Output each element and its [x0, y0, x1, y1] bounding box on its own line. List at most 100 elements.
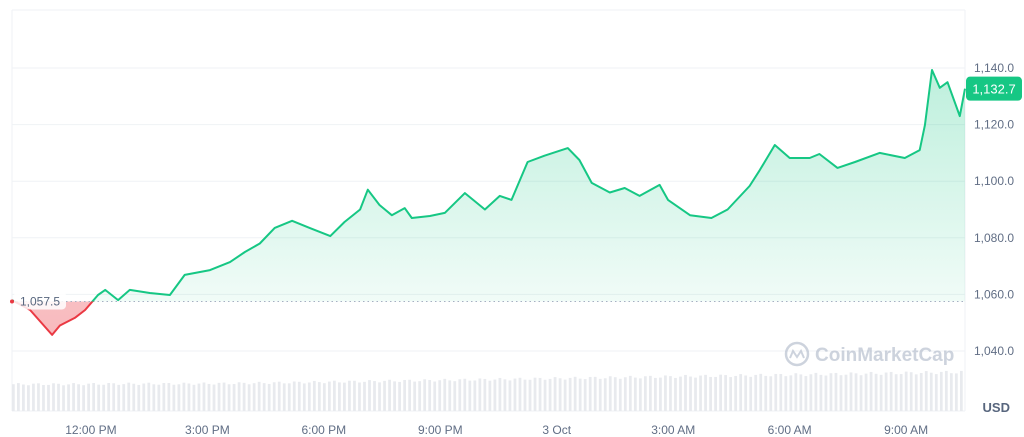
volume-bar [232, 384, 236, 411]
volume-bar [408, 379, 412, 411]
volume-bar [378, 382, 381, 411]
volume-bar [207, 383, 211, 411]
volume-bar [829, 373, 833, 411]
volume-bar [478, 378, 482, 411]
volume-bar [132, 383, 136, 411]
volume-bar [272, 382, 276, 411]
volume-bar [508, 380, 512, 411]
volume-bar [784, 376, 788, 411]
volume-bar [588, 376, 592, 411]
volume-bar [558, 378, 562, 411]
volume-bar [428, 380, 432, 411]
y-tick-label: 1,040.0 [974, 344, 1014, 358]
volume-bar [553, 377, 557, 411]
volume-bar [518, 377, 522, 411]
volume-bar [939, 371, 943, 411]
volume-bar [628, 375, 632, 411]
volume-bar [568, 377, 572, 411]
x-tick-label: 3:00 AM [651, 423, 695, 437]
volume-bar [348, 380, 351, 411]
volume-bar [659, 377, 662, 411]
volume-bar [573, 376, 577, 411]
volume-bar [92, 383, 96, 411]
volume-bar [523, 379, 527, 411]
x-axis: 12:00 PM 3:00 PM 6:00 PM 9:00 PM 3 Oct 3:00 A… [65, 423, 928, 437]
volume-bar [689, 376, 692, 411]
volume-bar [919, 373, 923, 411]
baseline-label: 1,057.5 [14, 291, 66, 310]
volume-bar [343, 382, 346, 411]
volume-bar [217, 382, 221, 411]
volume-bar [538, 377, 542, 411]
volume-bar [473, 380, 477, 411]
volume-bar [769, 376, 773, 411]
volume-bar [358, 382, 361, 411]
volume-bar [222, 382, 226, 411]
volume-bar [317, 382, 321, 411]
volume-bar [548, 378, 552, 411]
volume-bar [87, 383, 90, 411]
volume-bar [172, 384, 176, 411]
volume-bar [257, 381, 261, 411]
volume-bar [924, 371, 928, 411]
y-tick-label: 1,140.0 [974, 61, 1014, 75]
volume-bar [799, 374, 803, 411]
volume-bar [463, 378, 467, 411]
volume-bar [182, 382, 186, 411]
volume-bar [563, 379, 567, 411]
volume-bar [593, 376, 597, 411]
volume-bar [613, 377, 617, 411]
volume-bar [52, 383, 55, 411]
volume-bar [729, 377, 733, 411]
volume-bar [754, 374, 758, 411]
volume-bar [804, 376, 808, 411]
volume-bar [127, 382, 131, 411]
volume-bar [874, 373, 878, 411]
volume-bar [82, 385, 85, 411]
volume-bar [413, 381, 417, 411]
volume-bar [142, 383, 146, 411]
volume-bar [899, 374, 903, 411]
volume-bar [498, 377, 502, 411]
volume-bar [277, 381, 281, 411]
volume-bar [162, 383, 166, 411]
volume-bar [167, 383, 171, 411]
volume-bar [333, 380, 336, 411]
volume-bar [112, 383, 116, 411]
volume-bar [187, 383, 191, 411]
volume-bar [638, 378, 642, 411]
current-price-value: 1,132.7 [972, 82, 1015, 97]
volume-bar [679, 376, 682, 411]
volume-bar [889, 371, 893, 411]
y-tick-label: 1,060.0 [974, 287, 1014, 301]
watermark-text: CoinMarketCap [815, 345, 954, 366]
volume-bar [643, 376, 647, 411]
volume-bar [789, 375, 793, 411]
volume-bar [433, 381, 437, 411]
volume-bar [879, 374, 883, 411]
volume-bar [814, 372, 818, 411]
volume-bar [944, 370, 948, 411]
volume-bar [714, 376, 717, 411]
volume-bar [674, 377, 677, 411]
volume-bar [603, 378, 607, 411]
volume-bar [287, 383, 291, 411]
volume-bar [483, 378, 487, 411]
volume-bar [47, 384, 50, 411]
volume-bar [734, 375, 738, 411]
volume-bar [709, 376, 712, 411]
volume-bar [107, 383, 111, 411]
volume-bar [17, 383, 20, 411]
volume-bar [724, 375, 728, 411]
currency-label: USD [983, 400, 1010, 415]
area-below-baseline [14, 301, 93, 335]
volume-bar [654, 377, 657, 411]
volume-bar [618, 378, 622, 411]
volume-bar [292, 381, 296, 411]
volume-bar [122, 384, 126, 411]
volume-bar [904, 371, 908, 411]
volume-bar [704, 374, 707, 411]
volume-bar [884, 372, 888, 411]
volume-bar [458, 379, 462, 411]
volume-bar [448, 380, 452, 411]
